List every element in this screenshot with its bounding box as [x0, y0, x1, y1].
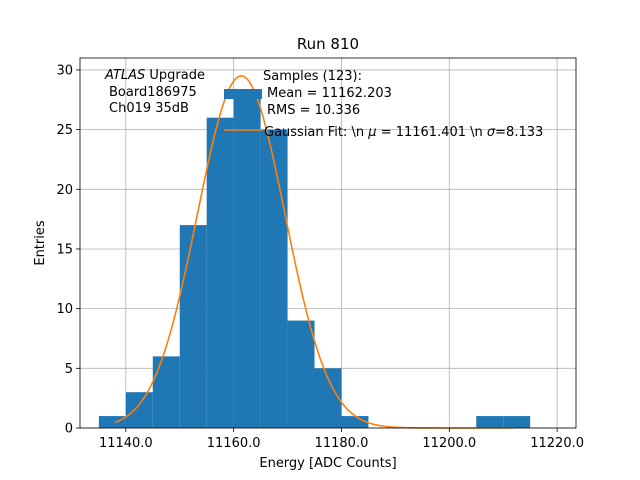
y-tick-label: 20 — [56, 183, 73, 198]
legend-fit-label: Gaussian Fit: \n μ = 11161.401 \n σ=8.13… — [264, 125, 543, 140]
legend-bar-swatch — [224, 89, 262, 99]
histogram-bars — [98, 93, 531, 428]
y-axis-ticks: 0 5 10 15 20 25 30 — [56, 63, 80, 437]
y-tick-label: 15 — [56, 242, 73, 257]
y-tick-label: 5 — [65, 362, 73, 377]
histogram-bar — [206, 117, 234, 428]
atlas-label-channel: Ch019 35dB — [109, 101, 189, 116]
atlas-label-italic: ATLAS — [104, 68, 145, 83]
atlas-label: ATLAS Upgrade Board186975 Ch019 35dB — [104, 68, 205, 116]
x-tick-label: 11200.0 — [422, 436, 476, 451]
y-tick-label: 30 — [56, 63, 73, 78]
y-axis-label: Entries — [33, 220, 48, 266]
atlas-label-title: ATLAS Upgrade — [104, 68, 205, 83]
legend-samples-line-2: Mean = 11162.203 — [267, 86, 392, 101]
histogram-bar — [260, 129, 288, 428]
legend-fit-text-3: =8.133 — [495, 125, 543, 140]
histogram-bar — [476, 416, 504, 428]
x-tick-label: 11220.0 — [530, 436, 584, 451]
histogram-bar — [233, 93, 261, 428]
histogram-bar — [152, 356, 180, 428]
histogram-bar — [125, 392, 153, 428]
legend-samples-line-1: Samples (123): — [263, 69, 362, 84]
legend-fit-text-1: Gaussian Fit: \n — [264, 125, 368, 140]
legend: Samples (123): Mean = 11162.203 RMS = 10… — [224, 69, 543, 140]
histogram-bar — [503, 416, 531, 428]
y-tick-label: 10 — [56, 302, 73, 317]
x-axis-label: Energy [ADC Counts] — [259, 456, 396, 471]
legend-fit-sigma-symbol: σ — [487, 125, 496, 140]
legend-fit-mu-symbol: μ — [367, 125, 376, 140]
chart-title: Run 810 — [297, 35, 359, 53]
histogram-bar — [341, 416, 369, 428]
y-tick-label: 0 — [65, 422, 73, 437]
atlas-label-rest: Upgrade — [145, 68, 205, 83]
atlas-label-board: Board186975 — [109, 85, 197, 100]
histogram-bar — [179, 225, 207, 428]
x-tick-label: 11140.0 — [99, 436, 153, 451]
histogram-bar — [287, 320, 315, 428]
x-tick-label: 11180.0 — [315, 436, 369, 451]
plot-frame — [79, 57, 577, 429]
legend-samples-line-3: RMS = 10.336 — [267, 103, 360, 118]
y-tick-label: 25 — [56, 123, 73, 138]
x-tick-label: 11160.0 — [207, 436, 261, 451]
legend-fit-text-2: = 11161.401 \n — [377, 125, 487, 140]
x-axis-ticks: 11140.0 11160.0 11180.0 11200.0 11220.0 — [99, 428, 584, 451]
histogram-bar — [98, 416, 126, 428]
